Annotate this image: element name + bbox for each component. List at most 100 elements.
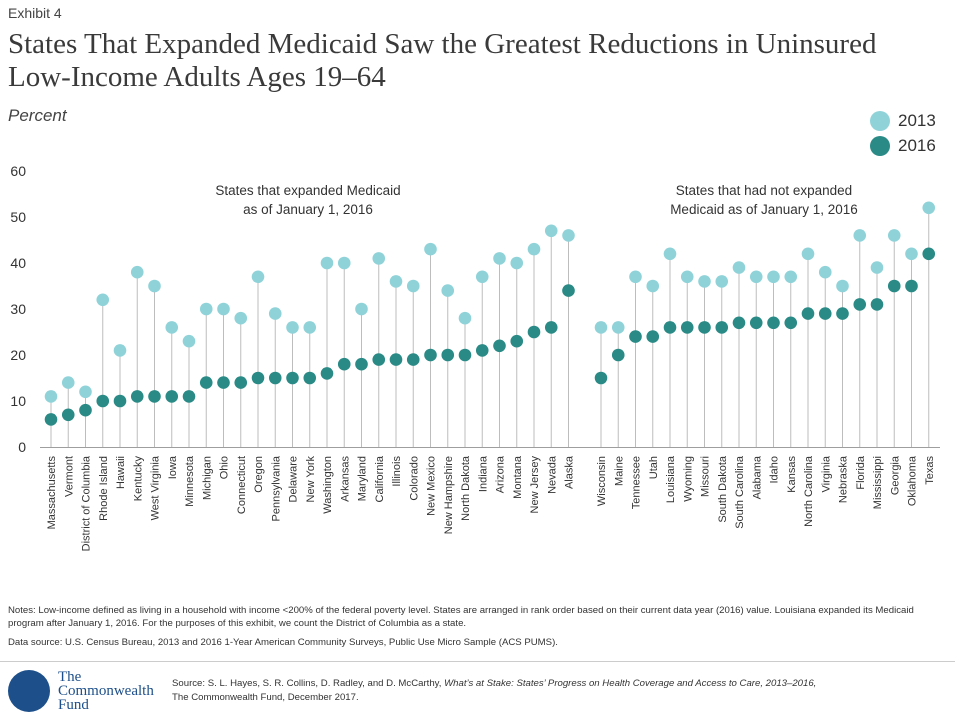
point-2013-district-of-columbia — [79, 385, 92, 399]
point-2013-new-jersey — [527, 242, 541, 256]
chart-title: States That Expanded Medicaid Saw the Gr… — [8, 28, 877, 93]
x-tick-label-georgia: Georgia — [889, 455, 901, 495]
legend: 2013 2016 — [870, 108, 936, 158]
x-tick-label-west-virginia: West Virginia — [150, 455, 162, 520]
citation-prefix: Source: S. L. Hayes, S. R. Collins, D. R… — [172, 678, 445, 689]
point-2016-michigan — [199, 376, 213, 389]
point-2013-ohio — [217, 302, 230, 316]
commonwealth-fund-logo: The Commonwealth Fund — [8, 669, 154, 713]
logo-line-1: The — [58, 669, 82, 685]
logo-text: The Commonwealth Fund — [58, 669, 154, 713]
citation: Source: S. L. Hayes, S. R. Collins, D. R… — [172, 677, 932, 705]
point-2013-connecticut — [234, 311, 248, 325]
point-2016-delaware — [286, 371, 299, 385]
point-2016-north-dakota — [458, 348, 472, 362]
x-tick-label-pennsylvania: Pennsylvania — [270, 455, 282, 521]
x-tick-label-tennessee: Tennessee — [631, 456, 643, 509]
citation-title: What’s at Stake: States’ Progress on Hea… — [444, 678, 817, 689]
point-2016-hawaii — [113, 394, 127, 408]
citation-suffix: The Commonwealth Fund, December 2017. — [172, 692, 359, 703]
point-2013-south-carolina — [732, 261, 746, 274]
point-2016-louisiana — [663, 321, 677, 334]
point-2013-tennessee — [629, 270, 642, 284]
point-2016-kentucky — [130, 390, 144, 403]
point-2016-new-york — [303, 371, 317, 385]
x-tick-label-connecticut: Connecticut — [236, 456, 248, 514]
point-2016-mississippi — [870, 298, 884, 311]
point-2013-delaware — [286, 321, 299, 334]
point-2016-kansas — [784, 316, 798, 330]
point-2016-georgia — [887, 279, 901, 293]
x-tick-label-alaska: Alaska — [564, 455, 576, 489]
x-tick-label-delaware: Delaware — [288, 456, 300, 502]
point-2016-pennsylvania — [268, 371, 282, 385]
chart-notes: Notes: Low-income defined as living in a… — [8, 605, 914, 629]
point-2016-missouri — [698, 321, 711, 334]
point-2013-pennsylvania — [268, 307, 282, 320]
point-2016-california — [372, 353, 386, 366]
point-2016-south-carolina — [732, 316, 746, 330]
legend-swatch-2013 — [870, 110, 890, 131]
x-tick-label-iowa: Iowa — [167, 455, 179, 479]
x-tick-label-vermont: Vermont — [63, 456, 75, 497]
logo-line-3: Fund — [58, 697, 89, 713]
point-2013-massachusetts — [44, 390, 58, 403]
point-2013-nevada — [544, 224, 558, 238]
point-2013-california — [372, 252, 386, 265]
exhibit-label: Exhibit 4 — [8, 5, 62, 21]
point-2016-illinois — [389, 353, 403, 366]
point-2013-hawaii — [113, 344, 127, 357]
point-2016-minnesota — [182, 390, 196, 403]
x-tick-label-south-carolina: South Carolina — [734, 455, 746, 529]
x-tick-label-colorado: Colorado — [408, 456, 420, 501]
point-2016-ohio — [217, 376, 230, 389]
x-tick-label-new-york: New York — [305, 456, 317, 503]
point-2016-maine — [611, 348, 625, 362]
point-2016-oregon — [251, 371, 265, 385]
point-2013-georgia — [887, 229, 901, 242]
point-2013-louisiana — [663, 247, 677, 261]
point-2013-maryland — [355, 302, 368, 316]
point-2016-rhode-island — [96, 394, 110, 408]
x-tick-label-nevada: Nevada — [546, 455, 558, 494]
point-2013-indiana — [475, 270, 489, 284]
point-2016-virginia — [818, 307, 832, 320]
point-2013-oregon — [251, 270, 265, 284]
group-label-0-line2: as of January 1, 2016 — [243, 202, 373, 217]
point-2013-new-mexico — [424, 242, 437, 256]
x-tick-label-nebraska: Nebraska — [838, 455, 850, 503]
point-2013-mississippi — [870, 261, 884, 274]
y-tick-label-0: 0 — [18, 439, 26, 455]
x-tick-label-new-jersey: New Jersey — [529, 456, 541, 514]
point-2016-alabama — [749, 316, 763, 330]
point-2016-colorado — [406, 353, 420, 366]
point-2013-utah — [646, 279, 660, 293]
x-tick-label-mississippi: Mississippi — [872, 456, 884, 509]
point-2013-west-virginia — [148, 279, 161, 293]
x-tick-label-kentucky: Kentucky — [132, 456, 144, 502]
x-tick-label-north-carolina: North Carolina — [803, 455, 815, 527]
x-tick-label-wyoming: Wyoming — [682, 456, 694, 502]
x-tick-label-california: California — [374, 455, 386, 502]
point-2013-oklahoma — [905, 247, 918, 261]
point-2016-west-virginia — [148, 390, 161, 403]
point-2013-colorado — [406, 279, 420, 293]
group-label-1-line2: Medicaid as of January 1, 2016 — [670, 202, 858, 217]
point-2016-texas — [922, 247, 936, 261]
x-tick-label-oregon: Oregon — [253, 456, 265, 493]
x-tick-label-new-mexico: New Mexico — [426, 456, 438, 516]
point-2016-new-jersey — [527, 325, 541, 339]
point-2013-michigan — [199, 302, 213, 316]
logo-emblem-icon — [8, 670, 50, 712]
point-2016-iowa — [165, 390, 179, 403]
y-tick-label-20: 20 — [10, 347, 26, 363]
x-tick-label-louisiana: Louisiana — [665, 455, 677, 503]
point-2013-vermont — [61, 376, 75, 389]
point-2016-wyoming — [680, 321, 694, 334]
point-2016-wisconsin — [594, 371, 608, 385]
x-tick-label-missouri: Missouri — [700, 456, 712, 497]
x-tick-label-south-dakota: South Dakota — [717, 455, 729, 523]
point-2016-washington — [320, 367, 334, 380]
point-2013-maine — [611, 321, 625, 334]
y-tick-label-30: 30 — [10, 301, 26, 317]
